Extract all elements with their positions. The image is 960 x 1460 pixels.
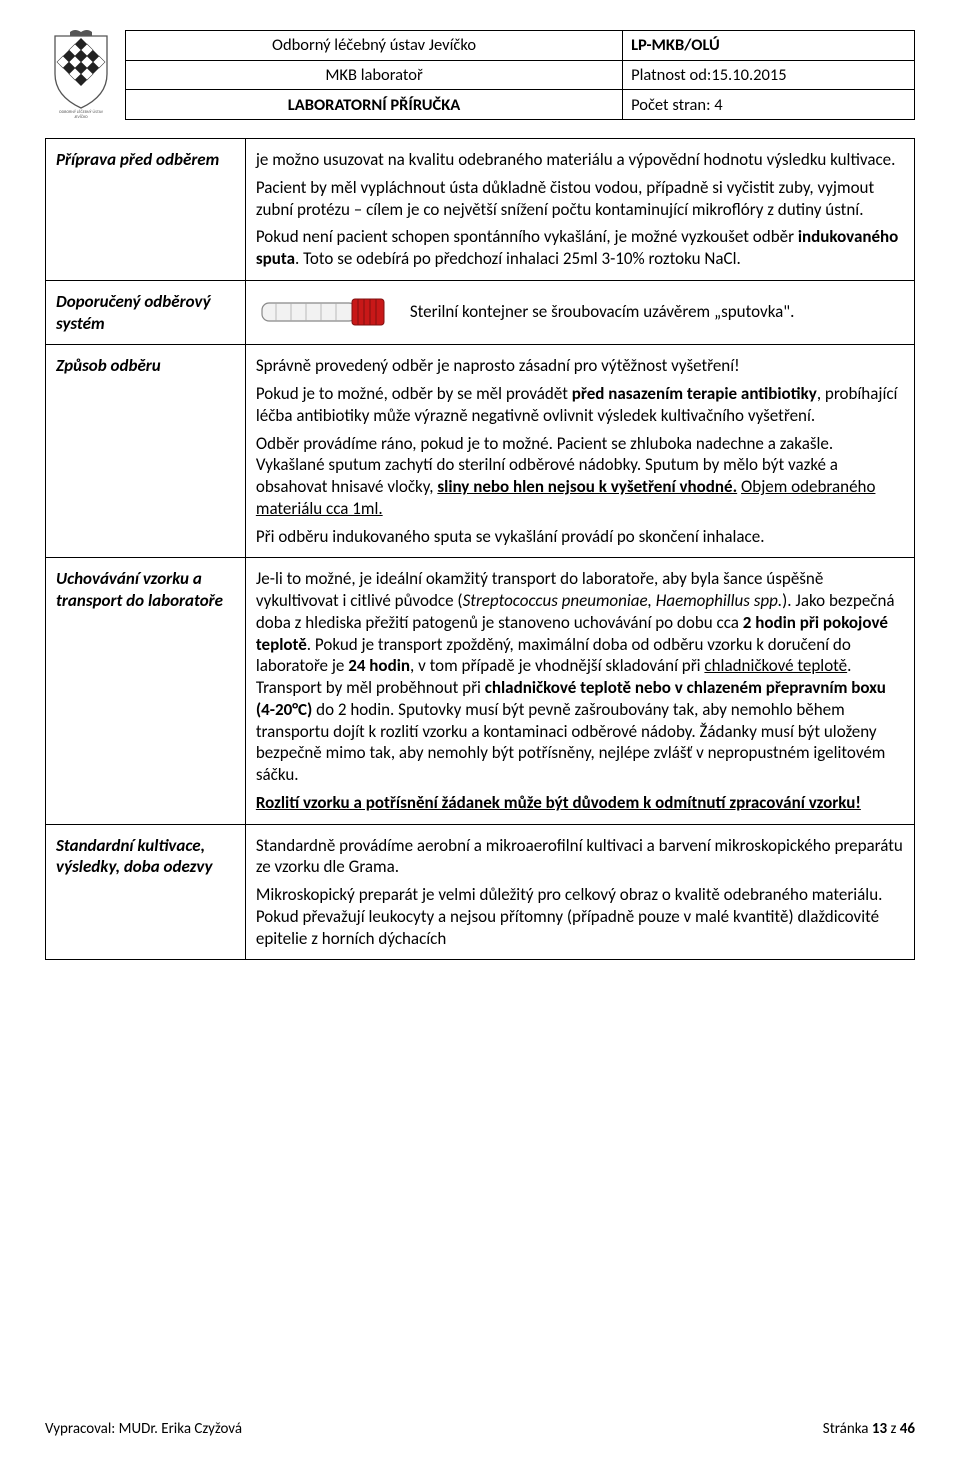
table-row: Uchovávání vzorku a transport do laborat… bbox=[46, 558, 915, 824]
row-content-transport: Je-li to možné, je ideální okamžitý tran… bbox=[245, 558, 914, 824]
table-row: Příprava před odběrem je možno usuzovat … bbox=[46, 139, 915, 281]
table-row: Doporučený odběrový systém bbox=[46, 280, 915, 345]
page-footer: Vypracoval: MUDr. Erika Czyžová Stránka … bbox=[45, 1420, 915, 1438]
main-table: Příprava před odběrem je možno usuzovat … bbox=[45, 138, 915, 960]
row-label-preparation: Příprava před odběrem bbox=[46, 139, 246, 281]
header-page-count: Počet stran: 4 bbox=[623, 90, 915, 120]
para: Je-li to možné, je ideální okamžitý tran… bbox=[256, 568, 904, 786]
header-dept: MKB laboratoř bbox=[126, 60, 623, 90]
para: Pacient by měl vypláchnout ústa důkladně… bbox=[256, 177, 904, 221]
para: Pokud je to možné, odběr by se měl prová… bbox=[256, 383, 904, 427]
para: Standardně provádíme aerobní a mikroaero… bbox=[256, 835, 904, 879]
para: Při odběru indukovaného sputa se vykašlá… bbox=[256, 526, 904, 548]
header-doc-title: LABORATORNÍ PŘÍRUČKA bbox=[126, 90, 623, 120]
header-org: Odborný léčebný ústav Jevíčko bbox=[126, 31, 623, 61]
para: Pokud není pacient schopen spontánního v… bbox=[256, 226, 904, 270]
row-content-system: Sterilní kontejner se šroubovacím uzávěr… bbox=[245, 280, 914, 345]
row-label-transport: Uchovávání vzorku a transport do laborat… bbox=[46, 558, 246, 824]
institution-logo: ODBORNÝ LÉČEBNÝ ÚSTAV JEVÍČKO bbox=[45, 30, 117, 120]
container-text: Sterilní kontejner se šroubovacím uzávěr… bbox=[410, 301, 795, 323]
row-label-method: Způsob odběru bbox=[46, 345, 246, 558]
para: je možno usuzovat na kvalitu odebraného … bbox=[256, 149, 904, 171]
row-content-preparation: je možno usuzovat na kvalitu odebraného … bbox=[245, 139, 914, 281]
row-label-system: Doporučený odběrový systém bbox=[46, 280, 246, 345]
logo-caption-2: JEVÍČKO bbox=[74, 114, 88, 120]
header-valid-from: Platnost od:15.10.2015 bbox=[623, 60, 915, 90]
para: Odběr provádíme ráno, pokud je to možné.… bbox=[256, 433, 904, 520]
row-label-cultivation: Standardní kultivace, výsledky, doba ode… bbox=[46, 824, 246, 960]
container-image bbox=[256, 291, 396, 333]
header-table: Odborný léčebný ústav Jevíčko LP-MKB/OLÚ… bbox=[125, 30, 915, 120]
table-row: Způsob odběru Správně provedený odběr je… bbox=[46, 345, 915, 558]
page-header: ODBORNÝ LÉČEBNÝ ÚSTAV JEVÍČKO Odborný lé… bbox=[45, 30, 915, 120]
para-warning: Rozlití vzorku a potřísnění žádanek může… bbox=[256, 792, 904, 814]
para: Správně provedený odběr je naprosto zása… bbox=[256, 355, 904, 377]
para: Mikroskopický preparát je velmi důležitý… bbox=[256, 884, 904, 949]
header-doc-code: LP-MKB/OLÚ bbox=[623, 31, 915, 61]
row-content-method: Správně provedený odběr je naprosto zása… bbox=[245, 345, 914, 558]
footer-page: Stránka 13 z 46 bbox=[823, 1420, 915, 1438]
row-content-cultivation: Standardně provádíme aerobní a mikroaero… bbox=[245, 824, 914, 960]
logo-column: ODBORNÝ LÉČEBNÝ ÚSTAV JEVÍČKO bbox=[45, 30, 125, 120]
table-row: Standardní kultivace, výsledky, doba ode… bbox=[46, 824, 915, 960]
footer-author: Vypracoval: MUDr. Erika Czyžová bbox=[45, 1420, 242, 1438]
